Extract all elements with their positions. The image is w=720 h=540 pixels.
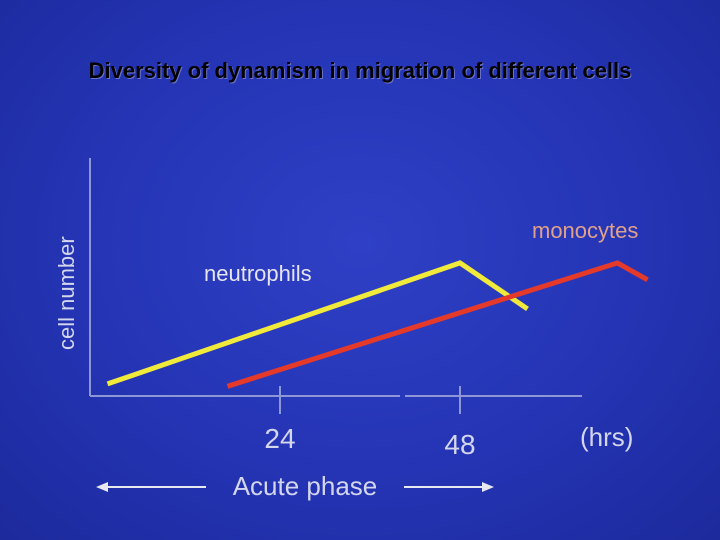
slide-title: Diversity of dynamism in migration of di… xyxy=(88,58,632,83)
x-tick-label-48: 48 xyxy=(444,429,475,460)
y-axis-label: cell number xyxy=(54,236,79,350)
phase-label: Acute phase xyxy=(233,471,378,501)
series-label-neutrophils: neutrophils xyxy=(204,261,312,286)
phase-arrow-right xyxy=(404,482,494,492)
series-group xyxy=(106,260,649,389)
x-unit-label: (hrs) xyxy=(580,422,633,452)
series-line-neutrophils xyxy=(106,260,529,387)
x-tick-label-24: 24 xyxy=(264,423,295,454)
series-label-monocytes: monocytes xyxy=(532,218,638,243)
x-ticks: 24 48 xyxy=(264,386,476,460)
phase-arrow-left xyxy=(96,482,206,492)
series-line-monocytes xyxy=(226,260,649,389)
